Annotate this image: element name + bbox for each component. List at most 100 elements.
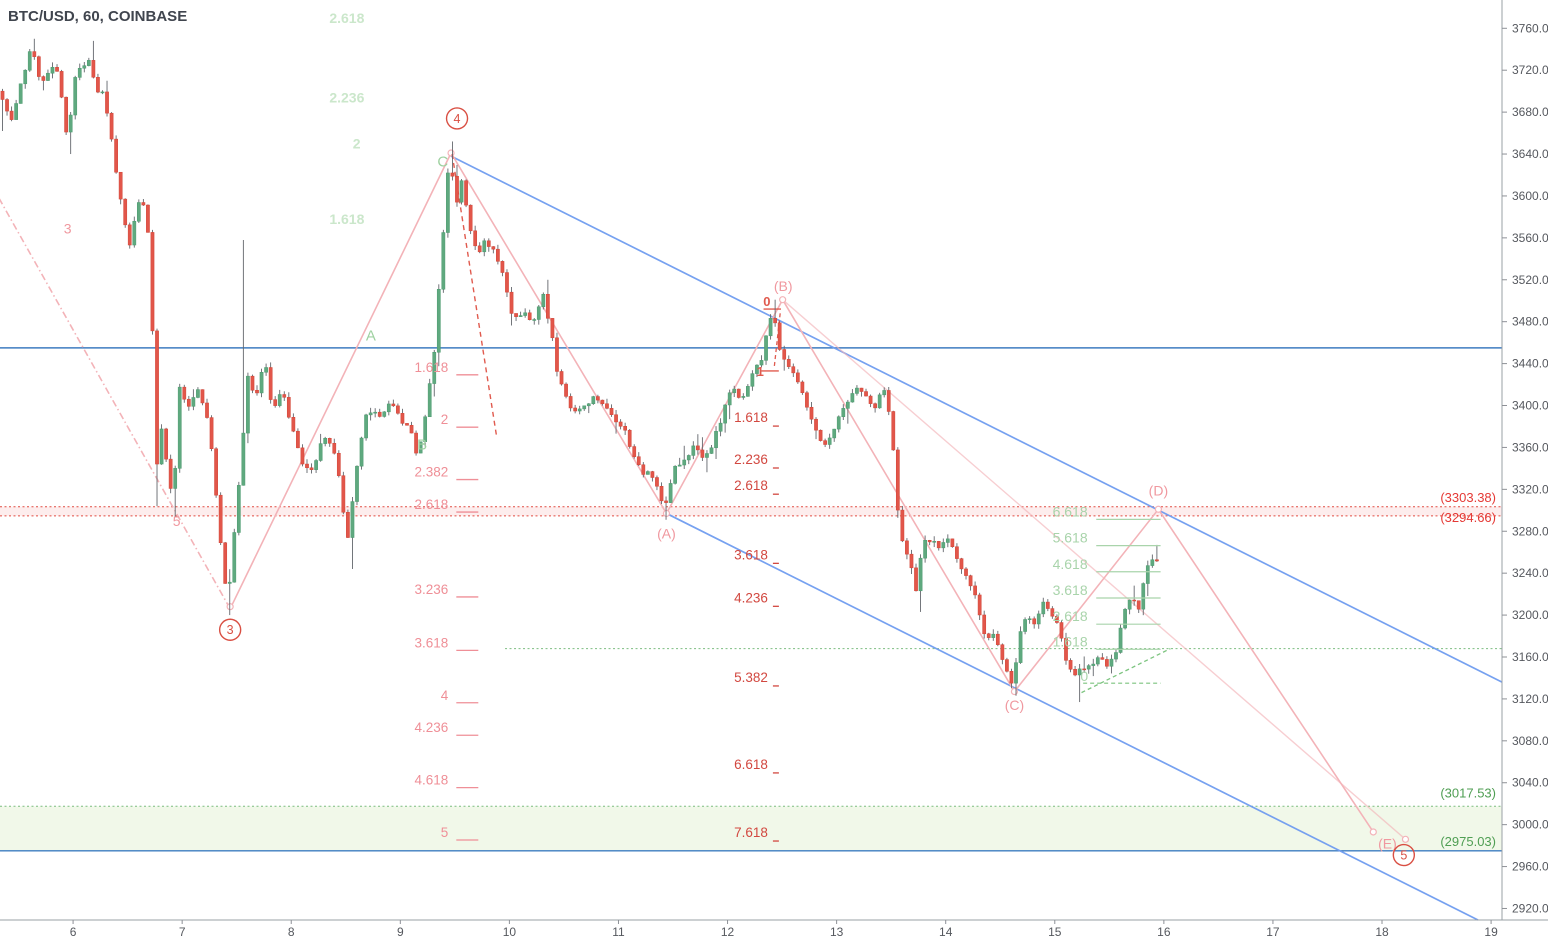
candle-up [718, 422, 723, 432]
candle-up [582, 405, 587, 410]
circled-wave-3[interactable] [218, 618, 242, 641]
fib-pink-label[interactable]: 2.382 [415, 465, 449, 480]
channel-line-upper[interactable] [450, 155, 1503, 683]
candle-down [186, 398, 191, 407]
elliott-wave-lines[interactable] [0, 149, 1410, 843]
wave-vertex-marker[interactable] [1010, 687, 1019, 696]
trend-channel[interactable] [450, 155, 1503, 921]
wave-label-E[interactable]: (E) [1378, 836, 1397, 852]
candle-up [100, 91, 105, 94]
wave-label-A[interactable]: (A) [657, 525, 676, 541]
fib-green-zero-label[interactable]: 0 [1080, 668, 1088, 684]
red-dashed-impulse-line[interactable] [451, 153, 498, 439]
circled-wave-4[interactable] [445, 107, 469, 130]
candle-down [505, 272, 509, 293]
candle-down [927, 540, 932, 543]
candle-down [655, 477, 659, 487]
micro-wave-label-1[interactable]: 1 [757, 364, 764, 379]
candle-up [441, 232, 446, 290]
price-axis[interactable]: 2920.00 2960.00 3000.00 3040.00 3080.00 3120.… [1501, 0, 1548, 920]
candle-up [845, 401, 850, 409]
wave-letter-B[interactable]: B [417, 436, 427, 453]
fib-pink-label[interactable]: 2.618 [415, 497, 449, 512]
candle-down [814, 418, 818, 431]
price-tick-label: 3680.00 [1512, 105, 1548, 119]
candle-up [759, 360, 764, 366]
candle-up [714, 431, 718, 449]
time-axis[interactable]: 6 7 8 9 10 11 12 13 14 15 16 17 18 19 [0, 919, 1548, 938]
fib-green-label[interactable]: 1.618 [329, 211, 364, 227]
fib-green-right-label[interactable]: 6.618 [1053, 503, 1088, 519]
fib-pink-label[interactable]: 2 [441, 412, 449, 427]
candle-down [464, 180, 468, 206]
candle-down [1100, 657, 1105, 660]
candle-up [1150, 559, 1155, 566]
fib-green-label[interactable]: 2.236 [329, 89, 364, 105]
wave-letter-A[interactable]: A [366, 327, 376, 344]
wave-label-5[interactable]: 5 [173, 513, 181, 529]
fib-labels[interactable]: 2.618 2.236 2 1.618 1.618 2 2.382 2.618 3.236 3.6… [329, 10, 1161, 842]
circled-wave-number[interactable]: 3 [227, 623, 234, 637]
candle-down [327, 438, 332, 444]
fib-pink-label[interactable]: 5 [441, 825, 449, 840]
candle-down [1032, 618, 1037, 625]
wave-label-B[interactable]: (B) [774, 278, 793, 294]
candle-up [364, 414, 368, 439]
channel-line-lower[interactable] [666, 512, 1479, 921]
candle-down [146, 204, 150, 233]
micro-fib-dashed[interactable] [773, 313, 781, 368]
candle-down [936, 541, 941, 549]
candle-down [1082, 668, 1087, 671]
micro-wave-label-0[interactable]: 0 [763, 294, 770, 309]
wave-label-C[interactable]: (C) [1005, 697, 1024, 713]
fib-green-right-label[interactable]: 2.618 [1053, 608, 1088, 624]
wave-abcde-line[interactable] [229, 151, 1374, 833]
candle-down [286, 397, 291, 418]
fib-red-label[interactable]: 2.618 [734, 478, 768, 493]
candle-up [1036, 613, 1041, 625]
fib-red-label[interactable]: 4.236 [734, 590, 768, 605]
fib-red-label[interactable]: 5.382 [734, 670, 768, 685]
wave-3-leadin-line[interactable] [0, 185, 231, 610]
wave-letter-C[interactable]: C [437, 153, 448, 170]
candle-down [164, 428, 168, 460]
fib-pink-label[interactable]: 3.618 [415, 635, 449, 650]
fib-red-label[interactable]: 1.618 [734, 410, 768, 425]
fib-green-right-label[interactable]: 4.618 [1053, 556, 1088, 572]
wave-vertex-marker[interactable] [447, 149, 455, 157]
circled-wave-5[interactable] [1392, 843, 1416, 867]
wave-vertex-marker[interactable] [1369, 828, 1377, 836]
fib-green-right-label[interactable]: 1.618 [1053, 633, 1088, 649]
circled-wave-number[interactable]: 4 [454, 112, 461, 126]
fib-red-label[interactable]: 6.618 [734, 757, 768, 772]
wave-labels[interactable]: 3 5 (A) (B) (C) (D) (E) A B C 0 1 3 4 5 [64, 107, 1416, 867]
candle-down [859, 387, 864, 392]
fib-green-label[interactable]: 2 [353, 136, 361, 152]
red-price-band [0, 506, 1502, 516]
fib-red-label[interactable]: 7.618 [734, 825, 768, 840]
fib-pink-label[interactable]: 4.618 [415, 773, 449, 788]
candle-up [1086, 665, 1091, 670]
fib-green-right-label[interactable]: 5.618 [1053, 530, 1088, 546]
fib-green-label[interactable]: 2.618 [329, 10, 364, 26]
fib-pink-label[interactable]: 1.618 [415, 360, 449, 375]
wave-vertex-marker[interactable] [1401, 835, 1410, 843]
level-price-label: (3303.38) [1440, 490, 1496, 505]
circled-wave-number[interactable]: 5 [1400, 849, 1407, 863]
wave-label-3[interactable]: 3 [64, 220, 72, 236]
time-tick-label: 13 [830, 925, 844, 938]
fib-red-label[interactable]: 2.236 [734, 452, 768, 467]
candle-down [55, 67, 59, 72]
fib-pink-label[interactable]: 3.236 [415, 582, 449, 597]
wave-label-D[interactable]: (D) [1149, 482, 1168, 498]
fib-green-right-label[interactable]: 3.618 [1053, 582, 1088, 598]
wave-vertex-marker[interactable] [779, 296, 787, 304]
wave-projection-line[interactable] [782, 299, 1406, 840]
green-dashed-trendline[interactable] [1081, 648, 1171, 694]
candle-up [18, 83, 23, 104]
fib-pink-label[interactable]: 4 [441, 688, 449, 703]
wave-vertex-marker[interactable] [1154, 505, 1163, 513]
fib-red-label[interactable]: 3.618 [734, 547, 768, 562]
fib-pink-label[interactable]: 4.236 [415, 720, 449, 735]
